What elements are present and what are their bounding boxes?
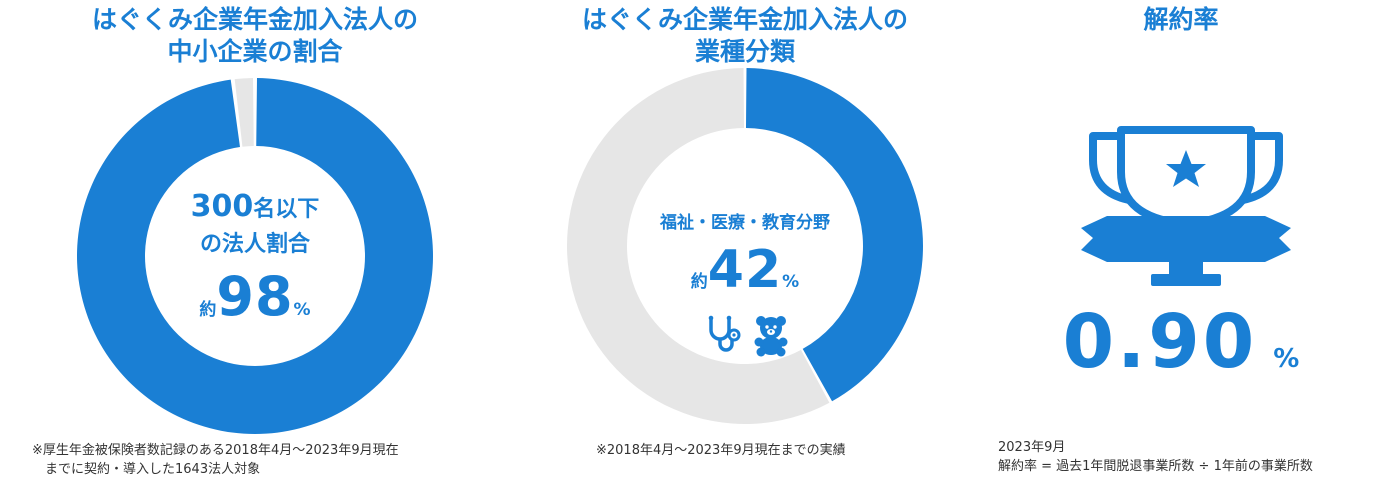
teddy-bear-icon — [754, 316, 788, 357]
panel2-title-line1: はぐくみ企業年金加入法人の — [581, 5, 908, 34]
panel-sme-ratio: はぐくみ企業年金加入法人の 中小企業の割合 300名以下 の法人割合 約98% … — [0, 0, 510, 485]
donut-chart-sme — [76, 78, 433, 435]
panel1-footnote-line2: までに契約・導入した1643法人対象 — [45, 462, 261, 477]
panel2-value-unit: % — [782, 272, 800, 292]
panel1-title: はぐくみ企業年金加入法人の 中小企業の割合 — [0, 4, 510, 68]
panel1-footnote-line1: ※厚生年金被保険者数記録のある2018年4月～2023年9月現在 — [32, 443, 399, 458]
donut2-slice-0 — [745, 68, 923, 402]
panel2-value-row: 約42% — [620, 242, 870, 310]
panel1-title-line1: はぐくみ企業年金加入法人の — [91, 5, 418, 34]
panel2-title: はぐくみ企業年金加入法人の 業種分類 — [540, 4, 950, 68]
panel-industry: はぐくみ企業年金加入法人の 業種分類 福祉・医療・教育分野 約42% — [540, 0, 950, 485]
donut1-slice-0 — [76, 78, 433, 435]
value-98: 98 — [216, 265, 294, 328]
trophy-icon — [1081, 126, 1291, 286]
panel3-footnote: 2023年9月 解約率 = 過去1年間脱退事業所数 ÷ 1年前の事業所数 — [998, 438, 1313, 476]
donut2-slice-1 — [567, 68, 830, 424]
donut-chart-industry — [567, 68, 923, 424]
panel3-value-unit: % — [1273, 344, 1300, 374]
panel-cancellation-rate: 解約率 0.90% 2023年9月 解約率 = 過去1年間脱退事業所数 ÷ 1年… — [980, 0, 1382, 485]
value-unit: % — [293, 300, 311, 320]
center-value-row: 約98% — [155, 269, 355, 338]
center-text-under: 名以下 — [253, 197, 320, 222]
center-number-300: 300 — [190, 189, 254, 224]
panel2-center-label: 福祉・医療・教育分野 約42% — [620, 210, 870, 357]
industry-label: 福祉・医療・教育分野 — [660, 213, 830, 233]
panel1-title-line2: 中小企業の割合 — [167, 37, 343, 66]
panel2-footnote-line1: ※2018年4月～2023年9月現在までの実績 — [596, 443, 846, 458]
center-line2: の法人割合 — [199, 232, 310, 257]
value-cancellation-rate: 0.90 — [1062, 299, 1258, 385]
value-prefix: 約 — [199, 300, 217, 320]
panel3-value-row: 0.90% — [980, 302, 1382, 402]
panel2-footnote: ※2018年4月～2023年9月現在までの実績 — [596, 441, 846, 460]
panel1-center-label: 300名以下 の法人割合 約98% — [155, 188, 355, 338]
donut1-slice-1 — [234, 78, 254, 147]
industry-icons — [620, 314, 870, 357]
panel3-title: 解約率 — [1143, 5, 1219, 34]
panel3-footnote-line1: 2023年9月 — [998, 440, 1066, 455]
panel2-title-line2: 業種分類 — [694, 37, 795, 66]
panel1-footnote: ※厚生年金被保険者数記録のある2018年4月～2023年9月現在 までに契約・導… — [32, 441, 399, 479]
panel2-value-prefix: 約 — [690, 272, 708, 292]
stethoscope-icon — [708, 315, 741, 352]
value-42: 42 — [707, 240, 783, 300]
panel3-footnote-line2: 解約率 = 過去1年間脱退事業所数 ÷ 1年前の事業所数 — [998, 459, 1313, 474]
